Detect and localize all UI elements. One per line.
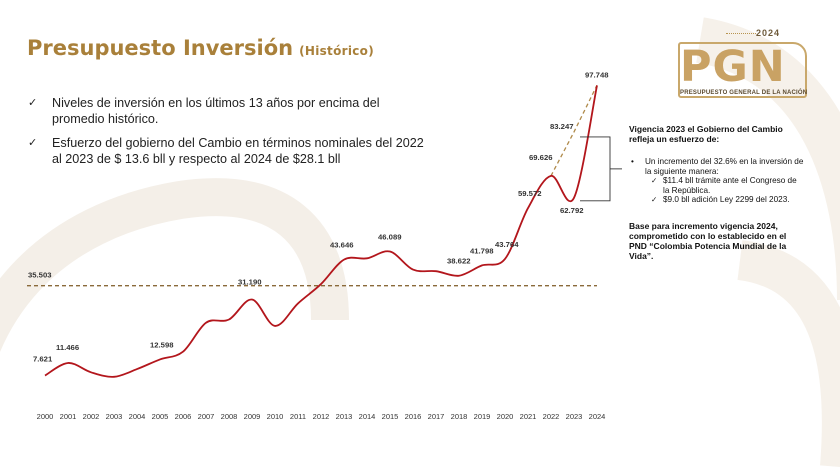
- x-tick-label: 2011: [290, 412, 306, 421]
- x-tick-label: 2019: [474, 412, 491, 421]
- x-tick-label: 2018: [451, 412, 468, 421]
- bracket: [580, 136, 611, 202]
- bullet-item: Esfuerzo del gobierno del Cambio en térm…: [28, 135, 428, 167]
- bullet-list: Niveles de inversión en los últimos 13 a…: [28, 95, 428, 175]
- data-label: 31.190: [238, 278, 262, 287]
- title-subtitle: (Histórico): [299, 44, 375, 58]
- x-tick-label: 2006: [175, 412, 192, 421]
- side-heading: Vigencia 2023 el Gobierno del Cambio ref…: [629, 124, 783, 144]
- reference-label: 35.503: [28, 271, 52, 280]
- x-tick-label: 2015: [382, 412, 399, 421]
- x-tick-label: 2020: [497, 412, 514, 421]
- x-tick-label: 2009: [244, 412, 261, 421]
- x-tick-label: 2013: [336, 412, 353, 421]
- x-tick-label: 2008: [221, 412, 238, 421]
- side-sub-item: $11.4 bll trámite ante el Congreso de la…: [629, 176, 804, 195]
- logo-year: 2024: [755, 28, 780, 38]
- bullet-item: Niveles de inversión en los últimos 13 a…: [28, 95, 428, 127]
- x-tick-label: 2024: [589, 412, 606, 421]
- data-label: 11.466: [56, 343, 79, 352]
- side-heading-2: Base para incremento vigencia 2024, comp…: [629, 220, 787, 261]
- x-tick-label: 2021: [520, 412, 537, 421]
- data-label: 97.748: [585, 70, 609, 79]
- x-tick-label: 2014: [359, 412, 376, 421]
- x-tick-label: 2007: [198, 412, 215, 421]
- data-label: 62.792: [560, 206, 584, 215]
- x-tick-label: 2003: [106, 412, 123, 421]
- x-tick-label: 2016: [405, 412, 422, 421]
- x-tick-label: 2023: [566, 412, 583, 421]
- logo-tagline: PRESUPUESTO GENERAL DE LA NACIÓN: [680, 90, 808, 96]
- data-label: 7.621: [33, 354, 53, 363]
- logo-letters: PGN: [680, 42, 786, 92]
- data-label: 59.572: [518, 189, 542, 198]
- x-tick-label: 2022: [543, 412, 560, 421]
- page-title: Presupuesto Inversión (Histórico): [27, 36, 374, 60]
- data-label: 38.622: [447, 257, 471, 266]
- data-label: 46.089: [378, 233, 402, 242]
- logo-frame: [678, 42, 807, 98]
- side-note: Vigencia 2023 el Gobierno del Cambio ref…: [629, 124, 804, 261]
- x-tick-label: 2000: [37, 412, 54, 421]
- x-tick-label: 2001: [60, 412, 77, 421]
- data-label: 69.626: [529, 153, 553, 162]
- x-tick-label: 2005: [152, 412, 169, 421]
- x-tick-label: 2002: [83, 412, 100, 421]
- x-tick-label: 2010: [267, 412, 284, 421]
- side-bullet: Un incremento del 32.6% en la inversión …: [629, 157, 804, 176]
- side-sub-item: $9.0 bll adición Ley 2299 del 2023.: [629, 195, 804, 205]
- data-label: 12.598: [150, 340, 174, 349]
- x-tick-label: 2004: [129, 412, 146, 421]
- pgn-logo: 2024 PGN PRESUPUESTO GENERAL DE LA NACIÓ…: [668, 22, 818, 102]
- series-line: [44, 85, 598, 378]
- projection-line: [550, 84, 598, 177]
- title-text: Presupuesto Inversión: [27, 36, 294, 60]
- x-tick-label: 2012: [313, 412, 330, 421]
- data-label: 43.764: [495, 240, 519, 249]
- data-label: 83.247: [550, 122, 574, 131]
- data-label: 41.798: [470, 246, 494, 255]
- data-label: 43.646: [330, 240, 354, 249]
- x-tick-label: 2017: [428, 412, 445, 421]
- logo-dots: [726, 33, 756, 34]
